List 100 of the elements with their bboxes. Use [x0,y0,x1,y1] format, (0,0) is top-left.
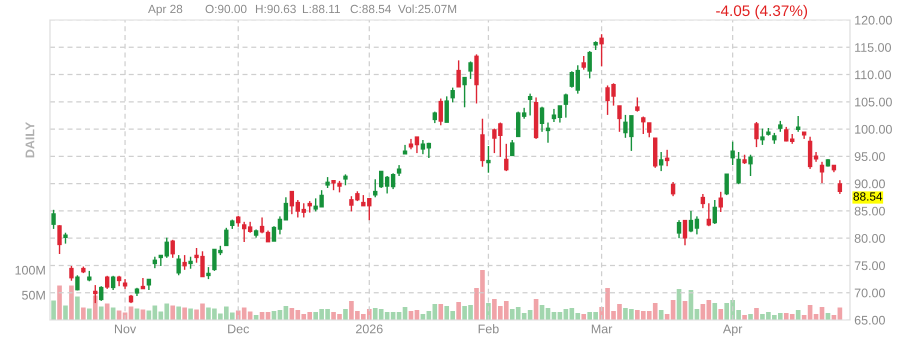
y-tick-label: 105.00 [855,98,892,106]
y-tick-label: 85.00 [854,206,885,216]
bar [343,309,348,320]
candlestick [170,239,175,259]
bar [86,308,92,320]
bar [826,313,830,320]
text: 88.54 [854,192,882,201]
candlestick [582,55,586,70]
candlestick [528,92,532,116]
candlestick [450,86,455,104]
text: DAILY [26,122,34,158]
candlestick [200,250,205,278]
candlestick [63,232,68,244]
candlestick [396,164,402,177]
candlestick [748,154,753,177]
bar [438,304,444,320]
candlestick [730,140,735,166]
candlestick [140,277,146,290]
candlestick [724,173,729,196]
bar [456,302,461,320]
candlestick [796,115,800,133]
candlestick [57,224,62,255]
candlestick [486,145,491,174]
candlestick [718,191,723,213]
candlestick [599,33,604,68]
text: O:90.00 [206,4,247,14]
candlestick [682,219,688,246]
candlestick [236,215,240,228]
bar [182,308,187,320]
candlestick [456,60,461,88]
bar [742,315,747,320]
y-tick-label: 80.00 [854,234,885,243]
text: Vol:25.07M [398,4,456,14]
bar [682,301,688,320]
candlestick [658,151,664,172]
candlestick [308,200,312,214]
candlestick [438,98,443,126]
candlestick [110,275,116,291]
y-tick-label: 65.00 [854,316,885,325]
bar [748,314,753,320]
bar [69,286,74,320]
text: Apr 28 [148,4,182,16]
x-tick-label: Dec [228,324,250,334]
y2-tick-label: 50M [22,290,45,300]
candlestick [116,275,122,287]
candlestick [343,174,348,186]
candlestick [152,256,158,269]
candlestick [182,254,187,271]
candlestick [69,265,74,282]
text: -4.05 (4.37%) [716,4,808,20]
y-tick-label: 110.00 [855,70,891,80]
candlestick [700,193,706,209]
bar [57,286,62,320]
y-tick-label: 95.00 [854,152,885,162]
candlestick [510,139,514,157]
candlestick [670,181,676,197]
y2-tick-label: 100M [16,266,45,275]
candlestick [51,209,56,230]
candlestick [104,275,110,290]
y-tick-label: 70.00 [854,288,885,298]
bar [676,289,682,320]
candlestick [772,132,777,145]
bar [176,306,181,320]
candlestick [754,121,759,148]
candlestick [587,50,592,80]
bar [98,306,104,320]
candlestick [337,180,342,194]
bar [51,300,56,320]
x-tick-label: Mar [592,324,612,334]
candlestick [676,219,682,239]
candlestick [838,180,842,195]
candlestick [373,178,378,198]
candlestick [617,104,622,133]
candlestick [99,285,104,302]
candlestick [820,161,824,184]
bar [140,310,146,320]
bar [718,309,724,320]
bar [81,308,86,320]
candlestick [188,256,193,270]
candlestick [194,247,199,264]
candlestick [635,96,640,112]
x-tick-label: Nov [114,324,136,334]
y-tick-label: 90.00 [854,179,885,188]
candlestick [444,96,449,124]
candlestick [760,128,765,146]
text: L:88.11 [302,4,340,14]
candlestick [504,143,508,172]
candlestick [712,199,717,225]
text: H:90.63 [256,4,296,14]
bar [712,303,718,320]
candlestick [778,120,782,133]
bar [110,308,116,320]
bar [796,310,800,320]
y-tick-label: 100.00 [855,124,892,134]
bar [188,308,193,320]
candlestick [122,278,128,290]
candlestick [87,270,92,282]
x-tick-label: Apr [722,324,742,336]
candlestick [462,76,467,108]
candlestick [742,154,747,165]
